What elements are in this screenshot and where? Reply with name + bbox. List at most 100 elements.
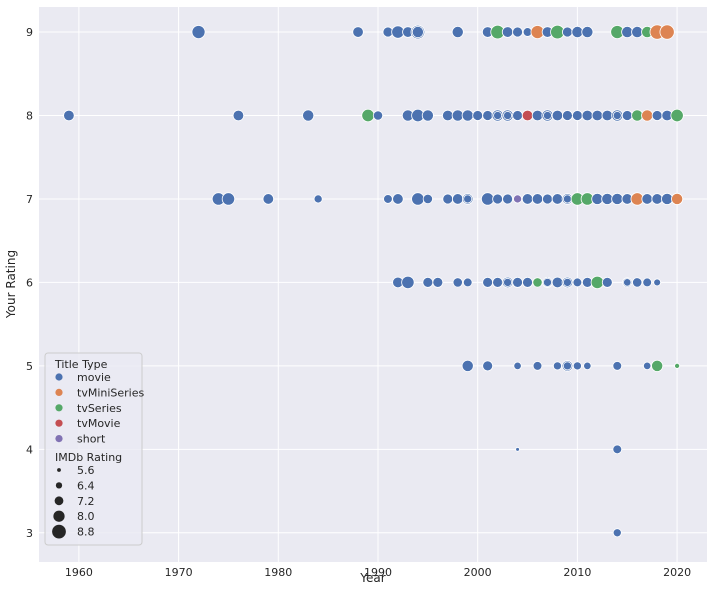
legend-size-label: 8.0	[77, 510, 95, 523]
data-point	[411, 192, 425, 206]
data-point	[572, 361, 582, 371]
data-point	[481, 192, 495, 206]
data-point	[221, 192, 236, 206]
data-point	[601, 109, 614, 122]
legend-size-entries: 5.6 6.4 7.2 8.0 8.8	[52, 464, 95, 539]
data-point	[653, 278, 662, 287]
x-tick-label: 1960	[65, 566, 93, 579]
data-point	[542, 193, 553, 205]
data-point	[551, 193, 564, 205]
data-point	[513, 361, 522, 371]
data-point	[562, 26, 573, 38]
data-point	[612, 111, 622, 120]
data-point	[442, 109, 454, 122]
data-point	[590, 275, 604, 290]
legend-label: movie	[77, 371, 111, 384]
legend-marker	[55, 373, 63, 381]
data-point	[451, 26, 464, 39]
x-tick-label: 1970	[165, 566, 193, 579]
data-point	[361, 108, 375, 123]
data-point	[623, 278, 632, 287]
legend: Title Type movie tvMiniSeries tvSeries tvMo…	[44, 352, 144, 546]
data-point	[482, 360, 494, 372]
data-point	[482, 110, 494, 121]
data-point	[422, 193, 433, 205]
legend-size-marker	[55, 482, 63, 489]
data-point	[632, 277, 643, 288]
data-point	[513, 194, 523, 204]
y-tick-label: 8	[26, 109, 33, 122]
data-point	[401, 275, 415, 290]
data-point	[492, 277, 504, 288]
data-point	[313, 194, 323, 204]
y-tick-label: 5	[26, 360, 33, 373]
data-point	[621, 110, 633, 121]
data-point	[601, 277, 613, 288]
data-point	[422, 277, 434, 288]
legend-title-hue: Title Type	[54, 358, 108, 371]
data-point	[612, 528, 622, 538]
y-tick-label: 7	[26, 193, 33, 206]
y-axis-ticks: 3 4 5 6 7 8 9	[26, 26, 33, 540]
data-point	[562, 361, 572, 371]
data-point	[522, 277, 533, 288]
legend-label: tvSeries	[77, 402, 122, 415]
data-point	[432, 277, 444, 288]
data-point	[532, 361, 543, 371]
data-point	[411, 26, 424, 39]
data-point	[462, 277, 473, 288]
data-point	[651, 193, 663, 205]
data-point	[551, 109, 564, 122]
data-point	[612, 361, 623, 371]
data-point	[463, 194, 473, 204]
data-point	[512, 26, 523, 38]
data-point	[643, 361, 652, 371]
data-point	[542, 277, 552, 287]
data-point	[352, 26, 364, 38]
data-point	[581, 109, 594, 122]
y-tick-label: 4	[26, 443, 33, 456]
data-point	[659, 24, 675, 40]
data-point	[421, 109, 434, 122]
x-tick-label: 2000	[464, 566, 492, 579]
data-point	[562, 277, 572, 287]
data-point	[531, 193, 544, 205]
x-tick-label: 1990	[364, 566, 392, 579]
data-point	[461, 109, 474, 122]
data-point	[502, 193, 514, 205]
data-point	[392, 193, 404, 205]
data-point	[503, 111, 513, 120]
data-point	[572, 277, 583, 288]
data-point	[503, 277, 513, 287]
data-point	[532, 277, 543, 288]
legend-box	[44, 352, 143, 546]
data-point	[551, 276, 564, 289]
x-tick-label: 2010	[563, 566, 591, 579]
legend-marker	[55, 435, 63, 443]
data-point	[515, 447, 520, 452]
data-point	[583, 361, 592, 371]
data-point	[512, 110, 523, 121]
data-point	[63, 109, 75, 122]
data-point	[581, 26, 594, 39]
x-axis-ticks: 1960 1970 1980 1990 2000 2010 2020	[65, 566, 691, 579]
legend-size-marker	[53, 510, 65, 522]
data-point	[552, 361, 562, 371]
data-point	[562, 194, 572, 204]
data-point	[442, 193, 454, 205]
data-point	[612, 444, 623, 455]
data-point	[651, 110, 663, 121]
x-tick-label: 1980	[264, 566, 292, 579]
data-point	[651, 359, 664, 372]
data-point	[493, 111, 503, 120]
y-axis-label: Your Rating	[4, 250, 18, 319]
data-point	[642, 277, 652, 288]
data-point	[562, 110, 573, 121]
data-point	[611, 192, 624, 205]
data-point	[372, 110, 384, 121]
legend-size-label: 8.8	[77, 526, 95, 539]
x-axis-label: Year	[359, 571, 385, 585]
y-tick-label: 6	[26, 276, 33, 289]
legend-marker	[55, 419, 63, 427]
